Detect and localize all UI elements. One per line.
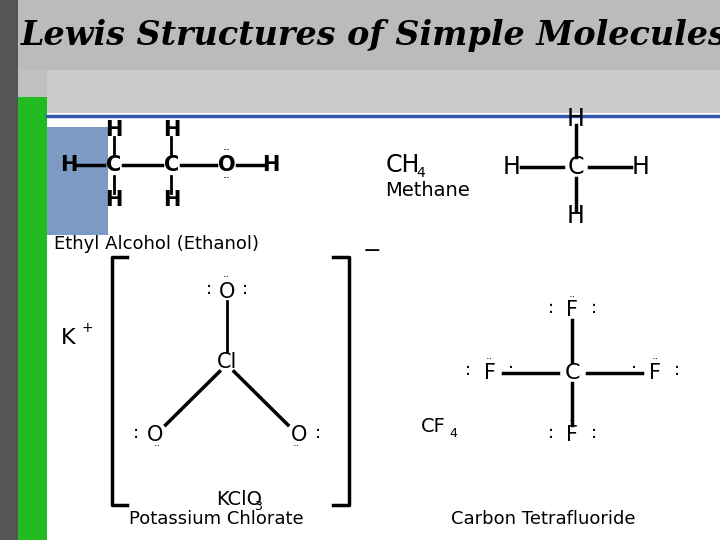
Text: H: H xyxy=(567,107,585,131)
Text: Cl: Cl xyxy=(217,352,237,372)
Text: ··: ·· xyxy=(223,273,230,282)
Text: C: C xyxy=(568,156,584,179)
Text: CF: CF xyxy=(421,417,446,436)
Bar xyxy=(47,70,720,113)
Text: 4: 4 xyxy=(416,166,425,180)
Text: O: O xyxy=(147,424,163,445)
Text: Carbon Tetrafluoride: Carbon Tetrafluoride xyxy=(451,510,636,529)
Text: O: O xyxy=(218,154,235,175)
Text: ··: ·· xyxy=(569,416,576,426)
Text: 3: 3 xyxy=(254,500,262,513)
Text: ··: ·· xyxy=(652,354,659,364)
Text: :: : xyxy=(548,299,554,318)
Text: Ethyl Alcohol (Ethanol): Ethyl Alcohol (Ethanol) xyxy=(54,235,259,253)
Text: :: : xyxy=(674,361,680,380)
Text: H: H xyxy=(163,119,180,140)
Text: :: : xyxy=(242,280,248,299)
Text: F: F xyxy=(484,362,495,383)
Text: C: C xyxy=(163,154,179,175)
Text: :: : xyxy=(315,424,320,442)
Text: H: H xyxy=(60,154,77,175)
Text: H: H xyxy=(163,190,180,210)
Text: :: : xyxy=(133,424,139,442)
Text: H: H xyxy=(105,119,122,140)
Text: C: C xyxy=(106,154,122,175)
Text: Potassium Chlorate: Potassium Chlorate xyxy=(129,510,303,529)
Text: −: − xyxy=(362,241,381,261)
Text: H: H xyxy=(105,190,122,210)
Text: C: C xyxy=(564,362,580,383)
Text: O: O xyxy=(219,281,235,302)
Text: F: F xyxy=(649,362,661,383)
Text: ··: ·· xyxy=(569,292,576,302)
Text: Methane: Methane xyxy=(385,180,470,200)
Text: F: F xyxy=(567,424,578,445)
Text: :: : xyxy=(206,280,212,299)
Bar xyxy=(47,127,108,235)
Text: H: H xyxy=(503,156,520,179)
Text: :: : xyxy=(465,361,471,380)
Text: K: K xyxy=(61,327,76,348)
Text: :: : xyxy=(591,299,597,318)
Text: :: : xyxy=(548,423,554,442)
Text: :: : xyxy=(508,361,514,380)
Text: ··: ·· xyxy=(486,354,493,364)
Text: ··: ·· xyxy=(222,172,231,185)
Text: KClO: KClO xyxy=(216,490,262,509)
Text: :: : xyxy=(591,423,597,442)
Text: ··: ·· xyxy=(293,442,300,451)
Text: ··: ·· xyxy=(153,442,161,451)
Text: 4: 4 xyxy=(449,427,457,440)
Bar xyxy=(0,0,18,540)
Text: Lewis Structures of Simple Molecules: Lewis Structures of Simple Molecules xyxy=(21,18,720,52)
Text: ··: ·· xyxy=(222,144,231,157)
Bar xyxy=(18,0,720,70)
Text: H: H xyxy=(262,154,279,175)
Text: O: O xyxy=(291,424,307,445)
Text: :: : xyxy=(631,361,636,380)
Text: H: H xyxy=(632,156,649,179)
Bar xyxy=(18,97,47,540)
Bar xyxy=(47,70,720,540)
Text: CH: CH xyxy=(385,153,420,177)
Text: H: H xyxy=(567,204,585,228)
Text: F: F xyxy=(567,300,578,321)
Text: +: + xyxy=(81,321,93,335)
